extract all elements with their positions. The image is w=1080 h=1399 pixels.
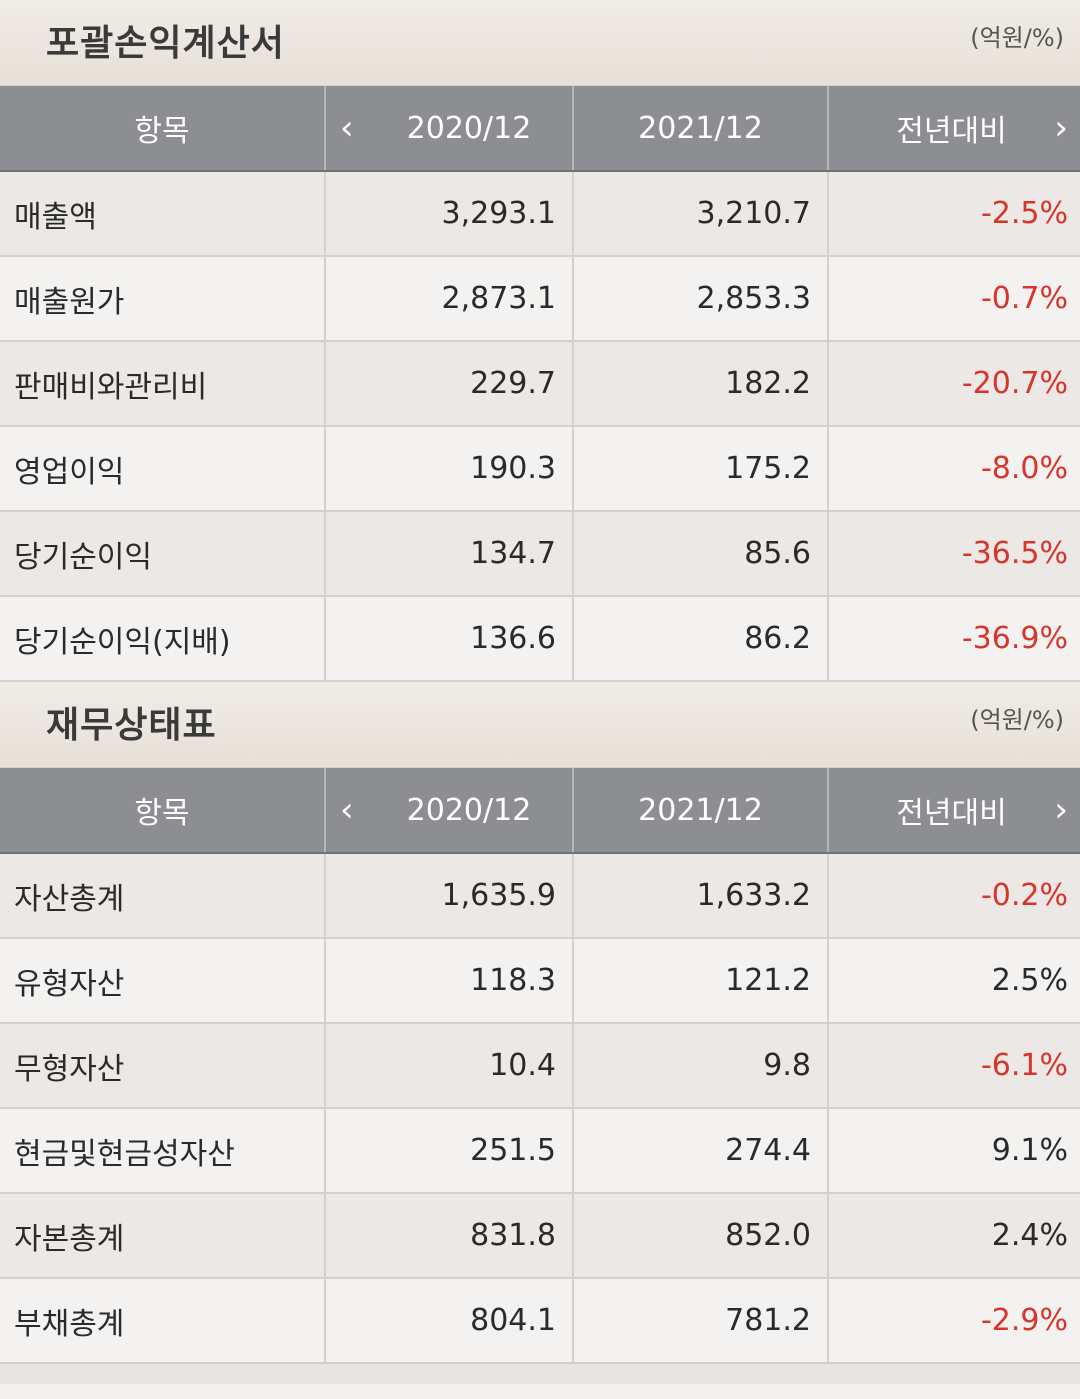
value-2021: 175.2 [573,426,829,512]
value-2020: 804.1 [325,1278,574,1364]
chevron-left-icon[interactable]: ‹ [340,790,354,830]
header-item: 항목 [0,768,326,854]
item-label: 매출원가 [0,256,326,342]
yoy-change: 2.5% [828,938,1080,1024]
header-yoy: 전년대비 › [828,768,1080,854]
item-label: 자본총계 [0,1193,326,1279]
value-2020: 3,293.1 [325,171,574,257]
value-2021: 9.8 [573,1023,829,1109]
value-2020: 1,635.9 [325,853,574,939]
income-table: 항목 ‹ 2020/12 2021/12 전년대비 › 매출액 3,293.1 3,… [0,86,1080,682]
yoy-change: -20.7% [828,341,1080,427]
yoy-change: -8.0% [828,426,1080,512]
value-2021: 274.4 [573,1108,829,1194]
header-2021: 2021/12 [573,768,829,854]
item-label: 무형자산 [0,1023,326,1109]
value-2020: 229.7 [325,341,574,427]
value-2021: 85.6 [573,511,829,597]
yoy-change: -0.7% [828,256,1080,342]
chevron-right-icon[interactable]: › [1054,790,1068,830]
header-2020: ‹ 2020/12 [325,86,574,172]
yoy-change: -36.5% [828,511,1080,597]
yoy-change: -6.1% [828,1023,1080,1109]
yoy-change: 9.1% [828,1108,1080,1194]
value-2020: 2,873.1 [325,256,574,342]
table-row[interactable]: 유형자산 118.3 121.2 2.5% [0,938,1080,1024]
income-header-row: 항목 ‹ 2020/12 2021/12 전년대비 › [0,86,1080,172]
table-row[interactable]: 부채총계 804.1 781.2 -2.9% [0,1278,1080,1364]
table-row[interactable]: 매출원가 2,873.1 2,853.3 -0.7% [0,256,1080,342]
item-label: 부채총계 [0,1278,326,1364]
chevron-left-icon[interactable]: ‹ [340,108,354,148]
balance-unit-label: (억원/%) [970,706,1064,734]
value-2021: 121.2 [573,938,829,1024]
value-2021: 3,210.7 [573,171,829,257]
value-2020: 831.8 [325,1193,574,1279]
item-label: 매출액 [0,171,326,257]
income-unit-label: (억원/%) [970,24,1064,52]
table-row[interactable]: 당기순이익(지배) 136.6 86.2 -36.9% [0,596,1080,682]
yoy-change: -0.2% [828,853,1080,939]
table-row[interactable]: 자본총계 831.8 852.0 2.4% [0,1193,1080,1279]
header-2021: 2021/12 [573,86,829,172]
balance-section-header: 재무상태표 (억원/%) [0,682,1080,768]
value-2020: 118.3 [325,938,574,1024]
chevron-right-icon[interactable]: › [1054,108,1068,148]
income-section-title: 포괄손익계산서 [46,23,285,64]
value-2021: 1,633.2 [573,853,829,939]
value-2021: 182.2 [573,341,829,427]
item-label: 자산총계 [0,853,326,939]
value-2021: 86.2 [573,596,829,682]
item-label: 당기순이익 [0,511,326,597]
balance-section-title: 재무상태표 [46,705,217,746]
value-2021: 852.0 [573,1193,829,1279]
item-label: 영업이익 [0,426,326,512]
table-row[interactable]: 자산총계 1,635.9 1,633.2 -0.2% [0,853,1080,939]
income-section-header: 포괄손익계산서 (억원/%) [0,0,1080,86]
yoy-change: 2.4% [828,1193,1080,1279]
value-2020: 10.4 [325,1023,574,1109]
header-yoy: 전년대비 › [828,86,1080,172]
balance-header-row: 항목 ‹ 2020/12 2021/12 전년대비 › [0,768,1080,854]
item-label: 당기순이익(지배) [0,596,326,682]
table-row[interactable]: 매출액 3,293.1 3,210.7 -2.5% [0,171,1080,257]
header-2020: ‹ 2020/12 [325,768,574,854]
yoy-change: -36.9% [828,596,1080,682]
value-2021: 2,853.3 [573,256,829,342]
table-row[interactable]: 당기순이익 134.7 85.6 -36.5% [0,511,1080,597]
value-2020: 134.7 [325,511,574,597]
item-label: 현금및현금성자산 [0,1108,326,1194]
yoy-change: -2.5% [828,171,1080,257]
value-2021: 781.2 [573,1278,829,1364]
balance-table: 항목 ‹ 2020/12 2021/12 전년대비 › 자산총계 1,635.9 1… [0,768,1080,1364]
table-row[interactable]: 영업이익 190.3 175.2 -8.0% [0,426,1080,512]
table-row[interactable]: 무형자산 10.4 9.8 -6.1% [0,1023,1080,1109]
value-2020: 136.6 [325,596,574,682]
value-2020: 251.5 [325,1108,574,1194]
value-2020: 190.3 [325,426,574,512]
item-label: 유형자산 [0,938,326,1024]
item-label: 판매비와관리비 [0,341,326,427]
yoy-change: -2.9% [828,1278,1080,1364]
table-row[interactable]: 현금및현금성자산 251.5 274.4 9.1% [0,1108,1080,1194]
bottom-strip [0,1364,1080,1384]
header-item: 항목 [0,86,326,172]
table-row[interactable]: 판매비와관리비 229.7 182.2 -20.7% [0,341,1080,427]
